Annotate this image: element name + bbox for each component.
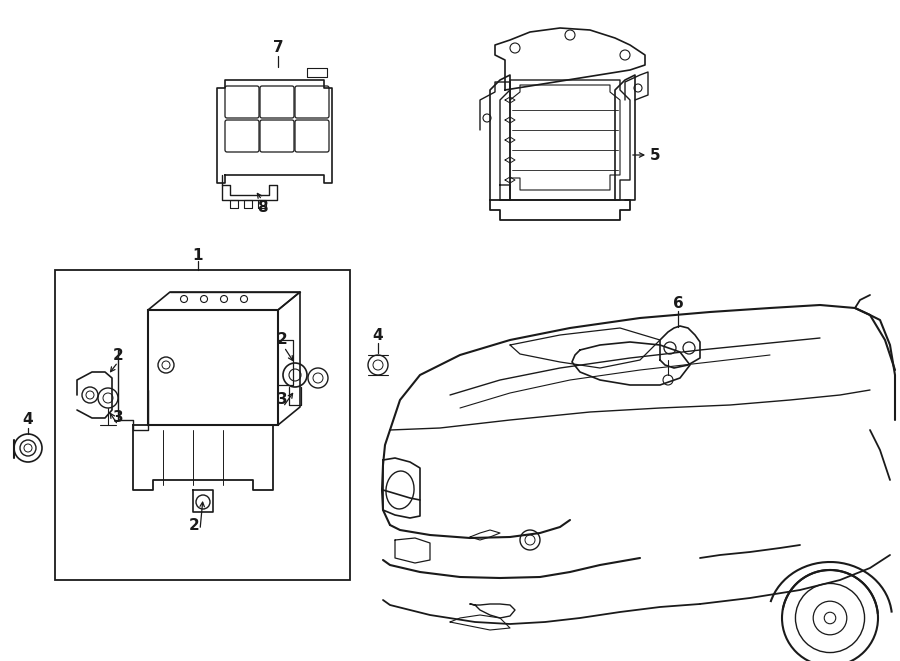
Bar: [55, 270, 350, 580]
Text: 6: 6: [672, 295, 683, 311]
Bar: [148, 310, 278, 425]
Text: 3: 3: [112, 410, 123, 426]
Text: 4: 4: [22, 412, 33, 428]
Text: 2: 2: [189, 518, 200, 533]
Text: 8: 8: [256, 200, 267, 215]
Text: 7: 7: [273, 40, 284, 56]
Text: 2: 2: [112, 348, 123, 362]
Text: 4: 4: [373, 327, 383, 342]
Text: 3: 3: [276, 393, 287, 407]
Text: 2: 2: [276, 332, 287, 348]
Text: 1: 1: [193, 247, 203, 262]
Text: 5: 5: [650, 147, 661, 163]
